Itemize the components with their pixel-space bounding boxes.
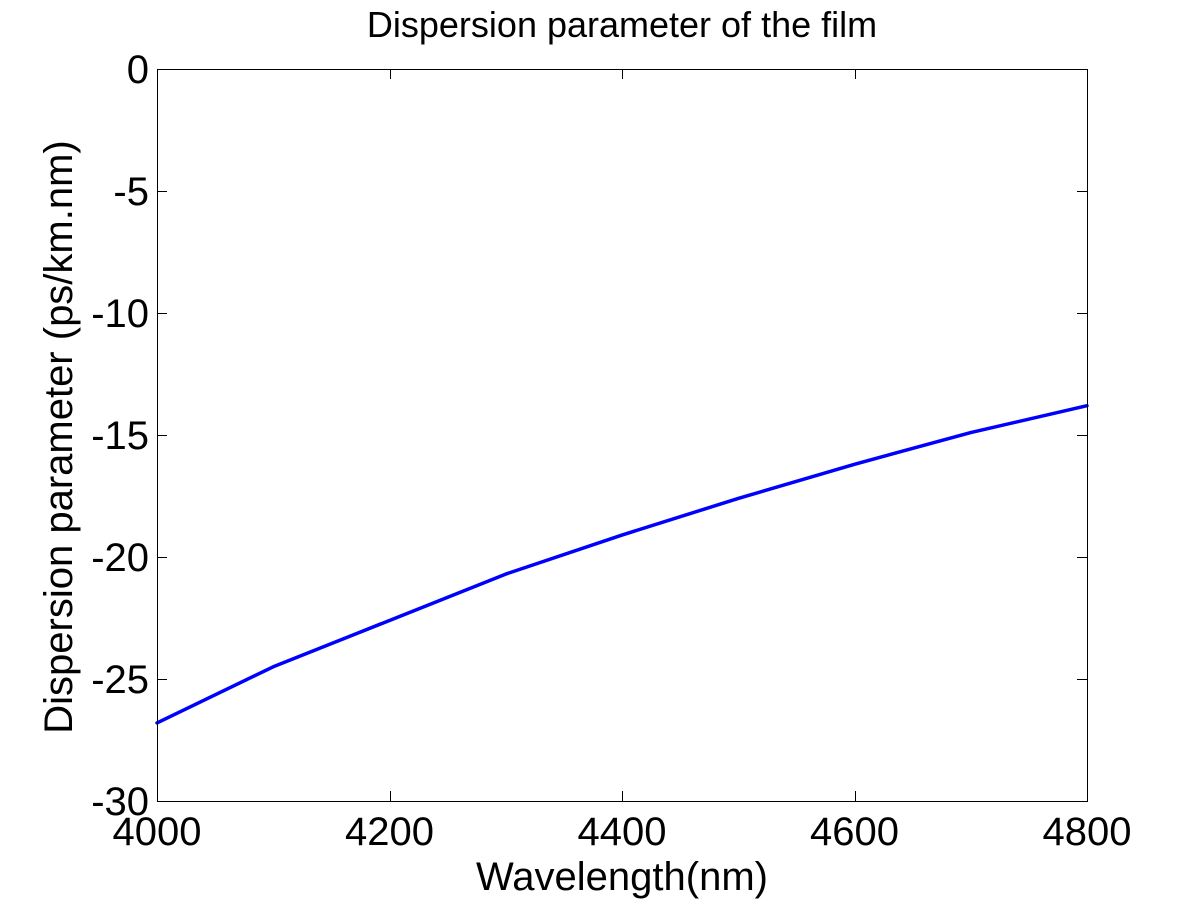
plot-frame [157, 69, 1088, 802]
x-tick-label: 4800 [1043, 810, 1132, 854]
x-tick-label: 4600 [810, 810, 899, 854]
y-axis-label: Dispersion parameter (ps/km.nm) [37, 140, 81, 734]
y-tick-label: -10 [91, 292, 149, 336]
y-tick-label: 0 [127, 48, 149, 92]
chart-title: Dispersion parameter of the film [367, 4, 877, 45]
x-tick-label: 4400 [578, 810, 667, 854]
y-tick-label: -25 [91, 658, 149, 702]
x-tick-label: 4200 [345, 810, 434, 854]
y-tick-label: -15 [91, 414, 149, 458]
series-layer [155, 403, 1089, 725]
tick-layer: 4000 4200 4400 4600 4800 0 -5 -10 -15 -20 -25 -30 [91, 48, 1131, 854]
x-axis-label: Wavelength(nm) [476, 855, 768, 899]
x-tick-label: 4000 [113, 810, 202, 854]
plot-area [157, 69, 1087, 801]
y-tick-label: -20 [91, 536, 149, 580]
y-tick-label: -5 [113, 170, 149, 214]
y-tick-label: -30 [91, 780, 149, 824]
series-line [155, 403, 1089, 725]
